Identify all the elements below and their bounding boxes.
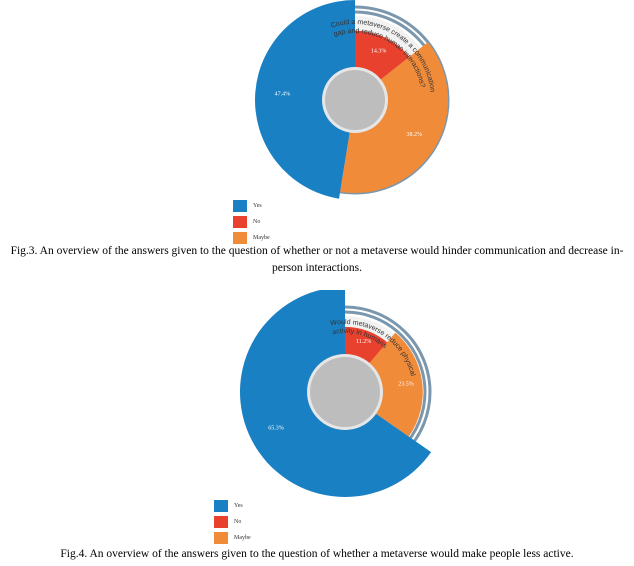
- legend: Yes No Maybe: [233, 198, 270, 246]
- legend-label-yes: Yes: [234, 502, 243, 509]
- figure-3: 47.4% 38.2% 14.3% Could a metaverse create …: [10, 0, 624, 274]
- legend-item-no: No: [233, 214, 270, 229]
- legend-item-maybe: Maybe: [214, 530, 251, 545]
- pie-slice-no: [345, 326, 388, 364]
- legend-item-maybe: Maybe: [233, 230, 270, 245]
- legend-swatch-no: [214, 515, 228, 528]
- legend-label-no: No: [234, 518, 242, 525]
- legend-label-yes: Yes: [253, 202, 262, 209]
- pie-slice-no: [355, 30, 410, 81]
- figure-caption: Fig.4. An overview of the answers given …: [60, 548, 574, 560]
- data-label-no: 11.2%: [356, 339, 371, 345]
- legend-item-no: No: [214, 514, 251, 529]
- legend-label-maybe: Maybe: [234, 534, 251, 541]
- legend-swatch-maybe: [214, 531, 228, 544]
- figure-caption: Fig.3. An overview of the answers given …: [10, 245, 624, 274]
- pie-chart-3: 47.4%38.2%14.3%Could a metaverse create …: [255, 0, 450, 199]
- pie-slice-maybe: [340, 42, 449, 194]
- center-hub: [325, 70, 385, 130]
- legend-swatch-yes: [214, 499, 228, 512]
- pie-slice-maybe: [368, 332, 423, 437]
- legend-label-maybe: Maybe: [253, 234, 270, 241]
- legend-item-yes: Yes: [233, 198, 270, 213]
- pie-slice-yes: [255, 0, 355, 199]
- data-label-yes: 47.4%: [275, 92, 291, 98]
- legend-label-no: No: [253, 218, 261, 225]
- legend-swatch-no: [233, 215, 247, 228]
- legend: Yes No Maybe: [214, 498, 251, 546]
- data-label-maybe: 38.2%: [406, 132, 422, 138]
- data-label-yes: 65.3%: [268, 425, 284, 431]
- center-hub: [310, 357, 380, 427]
- data-label-maybe: 23.5%: [398, 381, 414, 387]
- legend-item-yes: Yes: [214, 498, 251, 513]
- figure-4: 65.3% 23.5% 11.2% Would metaverse reduce ph…: [0, 290, 634, 566]
- legend-swatch-maybe: [233, 231, 247, 244]
- data-label-no: 14.3%: [371, 48, 387, 54]
- pie-slice-yes: [240, 290, 432, 497]
- pie-chart-4: 65.3%23.5%11.2%Would metaverse reduce ph…: [240, 290, 432, 497]
- legend-swatch-yes: [233, 199, 247, 212]
